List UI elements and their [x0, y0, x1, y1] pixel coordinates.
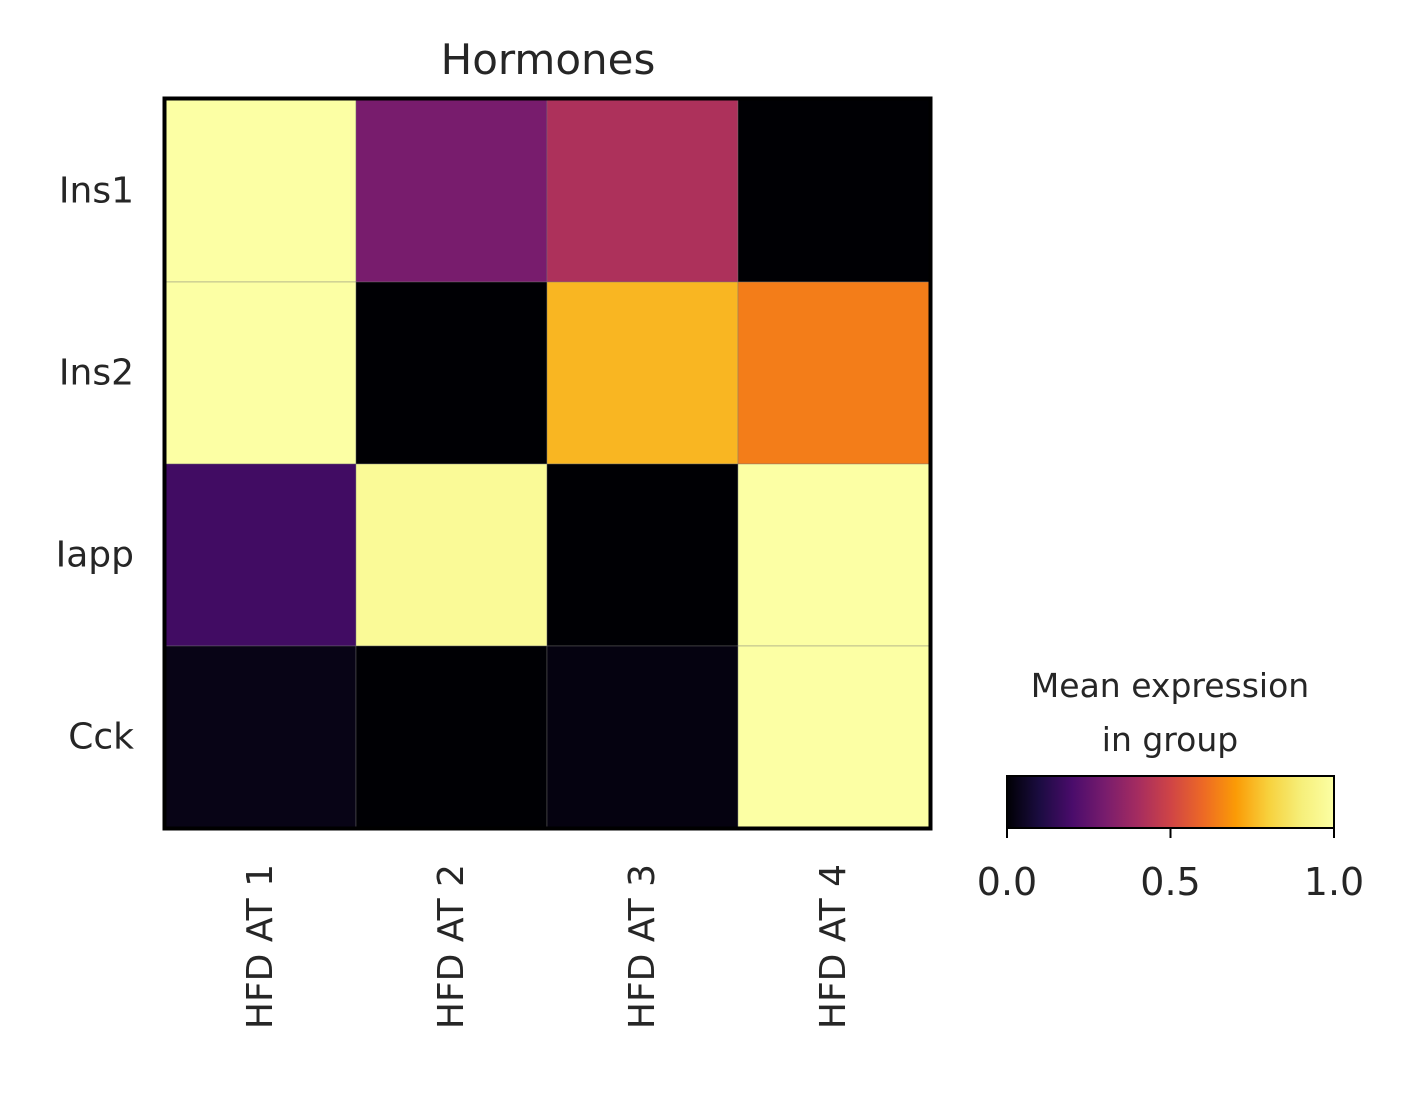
heatmap-cell [164, 463, 357, 647]
row-label: Ins2 [59, 353, 134, 394]
heatmap-cell [164, 281, 357, 465]
heatmap-cell [164, 645, 357, 829]
colorbar [1006, 775, 1335, 829]
column-label: HFD AT 3 [622, 864, 663, 1029]
heatmap-cell [355, 645, 548, 829]
column-label: HFD AT 2 [431, 864, 472, 1029]
heatmap-cell [546, 463, 739, 647]
colorbar-ticks: 0.0 0.5 1.0 [977, 828, 1364, 904]
colorbar-tick-label: 0.5 [1140, 860, 1200, 904]
heatmap-cell [737, 645, 930, 829]
heatmap-cell [355, 281, 548, 465]
column-labels: HFD AT 1 HFD AT 2 HFD AT 3 HFD AT 4 [240, 864, 854, 1029]
plot-frame [162, 96, 933, 831]
heatmap-cell [737, 463, 930, 647]
colorbar-tick-label: 0.0 [977, 860, 1037, 904]
row-label: Ins1 [59, 171, 134, 212]
colorbar-label-line1: Mean expression [1031, 666, 1309, 705]
colorbar-tick-label: 1.0 [1304, 860, 1364, 904]
row-labels: Ins1 Ins2 Iapp Cck [56, 171, 135, 758]
chart-title: Hormones [441, 35, 656, 84]
row-label: Iapp [56, 535, 134, 576]
heatmap-cell [546, 281, 739, 465]
heatmap-cell [546, 99, 739, 283]
heatmap-cell [164, 99, 357, 283]
heatmap-cell [546, 645, 739, 829]
heatmap-cell [737, 99, 930, 283]
heatmap-cell [355, 463, 548, 647]
colorbar-label-line2: in group [1102, 720, 1238, 759]
heatmap-cell [355, 99, 548, 283]
column-label: HFD AT 4 [813, 864, 854, 1029]
column-label: HFD AT 1 [240, 864, 281, 1029]
heatmap-cell [737, 281, 930, 465]
heatmap-cells [164, 99, 930, 829]
row-label: Cck [68, 717, 134, 758]
